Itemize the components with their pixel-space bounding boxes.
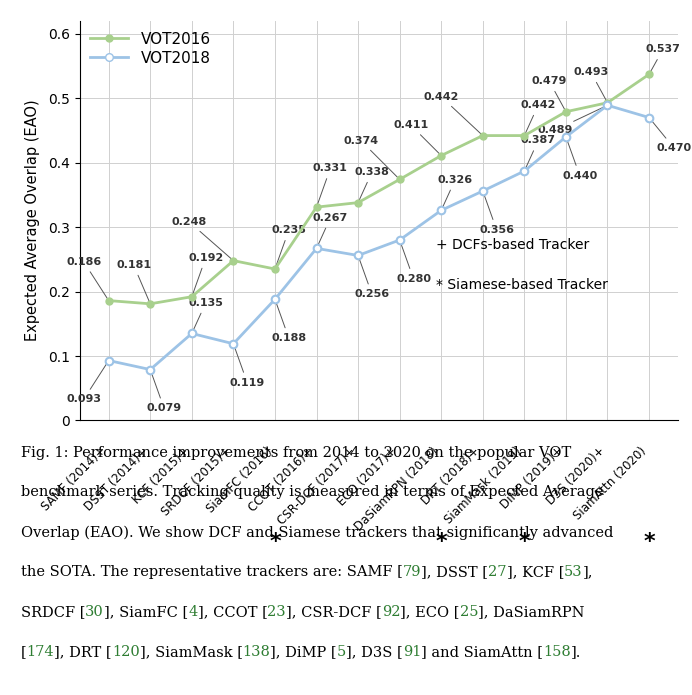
Legend: VOT2016, VOT2018: VOT2016, VOT2018 <box>87 28 214 70</box>
Text: ], CCOT [: ], CCOT [ <box>197 605 267 619</box>
Y-axis label: Expected Average Overlap (EAO): Expected Average Overlap (EAO) <box>24 100 39 341</box>
Text: ], ECO [: ], ECO [ <box>400 605 459 619</box>
Text: ], KCF [: ], KCF [ <box>507 565 564 579</box>
Text: *: * <box>518 532 530 553</box>
Text: 53: 53 <box>564 565 583 579</box>
Text: 0.537: 0.537 <box>646 44 680 72</box>
Text: Performance improvements from 2014 to 2020 on the popular VOT: Performance improvements from 2014 to 20… <box>73 445 571 459</box>
Text: DiMP (2019)+: DiMP (2019)+ <box>498 445 566 512</box>
Text: ], DaSiamRPN: ], DaSiamRPN <box>478 605 585 619</box>
Text: ], D3S [: ], D3S [ <box>346 645 403 659</box>
Text: ].: ]. <box>571 645 581 659</box>
Text: SRDCF (2015)+: SRDCF (2015)+ <box>159 445 233 518</box>
Text: 0.267: 0.267 <box>313 213 348 246</box>
Text: 0.470: 0.470 <box>650 120 691 153</box>
Text: 0.489: 0.489 <box>537 106 605 136</box>
Text: [: [ <box>21 645 26 659</box>
Text: ], SiamMask [: ], SiamMask [ <box>140 645 242 659</box>
Text: 0.135: 0.135 <box>188 298 223 331</box>
Text: *: * <box>435 532 447 553</box>
Text: DaSiamRPN (2018): DaSiamRPN (2018) <box>352 445 441 533</box>
Text: 0.093: 0.093 <box>66 363 107 404</box>
Text: 0.331: 0.331 <box>313 163 348 204</box>
Text: CCOT (2016)+: CCOT (2016)+ <box>246 445 316 514</box>
Text: 23: 23 <box>267 605 286 619</box>
Text: SAMF (2014)+: SAMF (2014)+ <box>39 445 109 514</box>
Text: 0.440: 0.440 <box>562 140 597 181</box>
Text: 0.256: 0.256 <box>354 258 390 300</box>
Text: 0.235: 0.235 <box>271 225 307 266</box>
Text: 158: 158 <box>543 645 571 659</box>
Text: Overlap (EAO). We show DCF and Siamese trackers that significantly advanced: Overlap (EAO). We show DCF and Siamese t… <box>21 525 613 540</box>
Text: 138: 138 <box>242 645 271 659</box>
Text: 0.181: 0.181 <box>116 260 151 301</box>
Text: ], SiamFC [: ], SiamFC [ <box>104 605 188 619</box>
Text: SiamMask (2019): SiamMask (2019) <box>442 445 525 526</box>
Text: 0.442: 0.442 <box>520 100 556 133</box>
Text: *: * <box>269 532 281 553</box>
Text: 0.119: 0.119 <box>230 346 265 388</box>
Text: D3S (2020)+: D3S (2020)+ <box>544 445 608 508</box>
Text: 30: 30 <box>85 605 104 619</box>
Text: DSST (2014)+: DSST (2014)+ <box>82 445 150 513</box>
Text: the SOTA. The representative trackers are: SAMF [: the SOTA. The representative trackers ar… <box>21 565 403 579</box>
Text: ], CSR-DCF [: ], CSR-DCF [ <box>286 605 382 619</box>
Text: 174: 174 <box>26 645 54 659</box>
Text: 92: 92 <box>382 605 400 619</box>
Text: 0.479: 0.479 <box>531 76 567 109</box>
Text: 0.338: 0.338 <box>354 167 390 200</box>
Text: ], DiMP [: ], DiMP [ <box>271 645 337 659</box>
Text: 5: 5 <box>337 645 346 659</box>
Text: + DCFs-based Tracker: + DCFs-based Tracker <box>436 238 589 252</box>
Text: ],: ], <box>583 565 593 579</box>
Text: 0.280: 0.280 <box>396 243 431 284</box>
Text: KCF (2015)+: KCF (2015)+ <box>130 445 192 507</box>
Text: 120: 120 <box>112 645 140 659</box>
Text: *: * <box>644 532 655 553</box>
Text: 27: 27 <box>488 565 507 579</box>
Text: * Siamese-based Tracker: * Siamese-based Tracker <box>436 277 608 292</box>
Text: 25: 25 <box>459 605 478 619</box>
Text: 0.493: 0.493 <box>573 67 608 100</box>
Text: 91: 91 <box>403 645 421 659</box>
Text: 0.356: 0.356 <box>479 194 514 235</box>
Text: 0.248: 0.248 <box>172 217 231 259</box>
Text: ], DRT [: ], DRT [ <box>54 645 112 659</box>
Text: 0.326: 0.326 <box>437 175 473 208</box>
Text: 4: 4 <box>188 605 197 619</box>
Text: Fig. 1:: Fig. 1: <box>21 445 73 459</box>
Text: 0.442: 0.442 <box>424 92 481 133</box>
Text: 0.387: 0.387 <box>521 136 556 168</box>
Text: DRT (2018)+: DRT (2018)+ <box>419 445 483 507</box>
Text: SiamAttn (2020): SiamAttn (2020) <box>572 445 649 522</box>
Text: benchmark series. Tracking quality is measured in terms of Expected Average: benchmark series. Tracking quality is me… <box>21 485 603 500</box>
Text: 0.374: 0.374 <box>343 136 398 177</box>
Text: ECO (2017)+: ECO (2017)+ <box>336 445 400 509</box>
Text: 79: 79 <box>403 565 421 579</box>
Text: 0.411: 0.411 <box>393 120 439 154</box>
Text: 0.186: 0.186 <box>66 256 107 298</box>
Text: ] and SiamAttn [: ] and SiamAttn [ <box>421 645 543 659</box>
Text: 0.192: 0.192 <box>188 253 224 294</box>
Text: SRDCF [: SRDCF [ <box>21 605 85 619</box>
Text: SiamFC (2016): SiamFC (2016) <box>204 445 275 515</box>
Text: CSR-DCF (2017)+: CSR-DCF (2017)+ <box>275 445 358 528</box>
Text: 0.079: 0.079 <box>147 373 182 414</box>
Text: ], DSST [: ], DSST [ <box>421 565 488 579</box>
Text: 0.188: 0.188 <box>271 302 307 343</box>
